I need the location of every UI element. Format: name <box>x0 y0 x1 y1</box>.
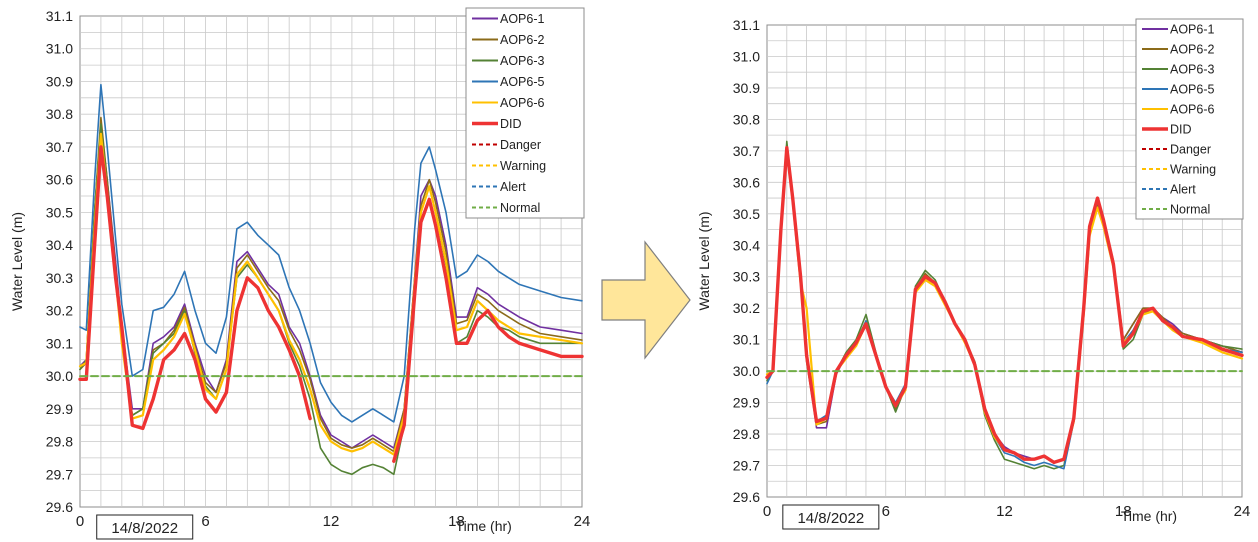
chart-0-y-tick-label: 30.2 <box>46 303 73 319</box>
chart-0-legend: AOP6-1 AOP6-2 AOP6-3 AOP6-5 AOP6-6 DID Danger W… <box>465 7 585 219</box>
chart-0-legend-label: AOP6-3 <box>500 54 545 68</box>
chart-1-legend-label: AOP6-3 <box>1170 63 1215 77</box>
chart-0-legend-label: AOP6-5 <box>500 75 545 89</box>
chart-0-y-tick-label: 29.9 <box>46 401 73 417</box>
chart-1-x-tick-label: 18 <box>1115 503 1132 520</box>
chart-0-y-tick-label: 30.9 <box>46 73 73 89</box>
chart-1-legend-label: Warning <box>1170 163 1216 177</box>
chart-0-legend-label: AOP6-1 <box>500 12 545 26</box>
chart-1-y-tick-label: 29.8 <box>733 426 760 442</box>
chart-1-y-axis-label: Water Level (m) <box>696 211 712 310</box>
chart-1-series-lines <box>765 140 1244 470</box>
chart-1-legend: AOP6-1 AOP6-2 AOP6-3 AOP6-5 AOP6-6 DID Danger W… <box>1135 18 1244 220</box>
chart-0-y-tick-label: 29.6 <box>46 499 73 515</box>
chart-0-x-tick-label: 0 <box>76 513 84 530</box>
chart-1-y-tick-label: 30.9 <box>733 80 760 96</box>
right-arrow-icon <box>601 240 691 360</box>
chart-0-y-tick-label: 29.8 <box>46 434 73 450</box>
chart-1-x-tick-label: 6 <box>882 503 890 520</box>
chart-0-y-tick-label: 30.0 <box>46 368 73 384</box>
chart-1-x-axis-label: Time (hr) <box>1121 508 1177 524</box>
chart-0-y-tick-label: 30.3 <box>46 270 73 286</box>
chart-0-legend-label: Normal <box>500 201 540 215</box>
chart-0-series-did-line <box>78 145 312 431</box>
chart-0-series-aop6-6-line <box>78 132 584 456</box>
chart-1-legend-box <box>1135 18 1244 220</box>
chart-0-y-axis-label: Water Level (m) <box>9 212 25 311</box>
chart-1-y-tick-label: 29.9 <box>733 395 760 411</box>
chart-1-x-tick-label: 24 <box>1234 503 1251 520</box>
chart-0-date-label: 14/8/2022 <box>111 520 178 537</box>
chart-1-date-label: 14/8/2022 <box>797 510 864 527</box>
chart-0-legend-label: Warning <box>500 159 546 173</box>
chart-1-y-tick-label: 29.7 <box>733 458 760 474</box>
chart-1-y-tick-label: 30.3 <box>733 269 760 285</box>
chart-1-y-tick-label: 31.1 <box>733 17 760 33</box>
chart-0-x-tick-label: 6 <box>201 513 209 530</box>
chart-0-date-box <box>96 514 194 540</box>
chart-0-legend-label: DID <box>500 117 522 131</box>
chart-1-y-tick-label: 30.5 <box>733 206 760 222</box>
chart-0-series-aop6-5-line <box>79 83 583 423</box>
chart-0-y-tick-label: 30.1 <box>46 335 73 351</box>
chart-1-y-tick-label: 29.6 <box>733 489 760 505</box>
chart-0-legend-label: Danger <box>500 138 541 152</box>
chart-1-y-tick-label: 30.4 <box>733 237 760 253</box>
chart-0-y-tick-label: 30.5 <box>46 204 73 220</box>
chart-1-y-tick-label: 30.0 <box>733 363 760 379</box>
chart-1-y-tick-label: 30.8 <box>733 111 760 127</box>
chart-1-y-tick-label: 30.1 <box>733 332 760 348</box>
chart-0-y-tick-label: 29.7 <box>46 466 73 482</box>
chart-before: 29.6 29.7 29.8 29.9 30.0 30.1 30.2 30.3 30.4 30.5… <box>9 7 591 540</box>
chart-1-legend-label: AOP6-6 <box>1170 103 1215 117</box>
chart-1-legend-label: Danger <box>1170 143 1211 157</box>
chart-0-legend-label: AOP6-2 <box>500 33 545 47</box>
chart-0-y-tick-label: 30.6 <box>46 172 73 188</box>
chart-0-y-tick-label: 31.0 <box>46 41 73 57</box>
chart-0-y-tick-label: 30.7 <box>46 139 73 155</box>
chart-0-legend-label: AOP6-6 <box>500 96 545 110</box>
chart-0-y-tick-label: 31.1 <box>46 8 73 24</box>
chart-1-x-tick-label: 0 <box>763 503 771 520</box>
chart-0-x-tick-label: 24 <box>574 513 591 530</box>
chart-1-x-tick-label: 12 <box>996 503 1013 520</box>
chart-0-x-tick-label: 18 <box>448 513 465 530</box>
chart-0-y-tick-label: 30.4 <box>46 237 73 253</box>
chart-0-y-tick-label: 30.8 <box>46 106 73 122</box>
chart-0-series-lines <box>78 83 584 476</box>
chart-1-legend-label: AOP6-2 <box>1170 43 1215 57</box>
chart-0-x-tick-label: 12 <box>323 513 340 530</box>
chart-1-y-tick-label: 30.7 <box>733 143 760 159</box>
chart-1-y-tick-label: 30.6 <box>733 174 760 190</box>
chart-1-y-tick-label: 31.0 <box>733 48 760 64</box>
chart-1-legend-label: AOP6-5 <box>1170 83 1215 97</box>
chart-1-date-box <box>782 504 880 530</box>
chart-1-legend-label: DID <box>1170 123 1192 137</box>
chart-0-series-aop6-3-line <box>79 123 583 476</box>
chart-1-series-did-line <box>765 145 1244 465</box>
chart-1-legend-label: Alert <box>1170 183 1196 197</box>
chart-after: 29.6 29.7 29.8 29.9 30.0 30.1 30.2 30.3 30.4 30.5… <box>696 17 1251 530</box>
chart-0-legend-label: Alert <box>500 180 526 194</box>
chart-0-x-axis-label: Time (hr) <box>456 518 512 534</box>
chart-1-legend-label: Normal <box>1170 203 1210 217</box>
chart-1-legend-label: AOP6-1 <box>1170 23 1215 37</box>
chart-1-y-tick-label: 30.2 <box>733 300 760 316</box>
chart-0-series-did-line <box>392 197 584 463</box>
chart-0-legend-box <box>465 7 585 219</box>
